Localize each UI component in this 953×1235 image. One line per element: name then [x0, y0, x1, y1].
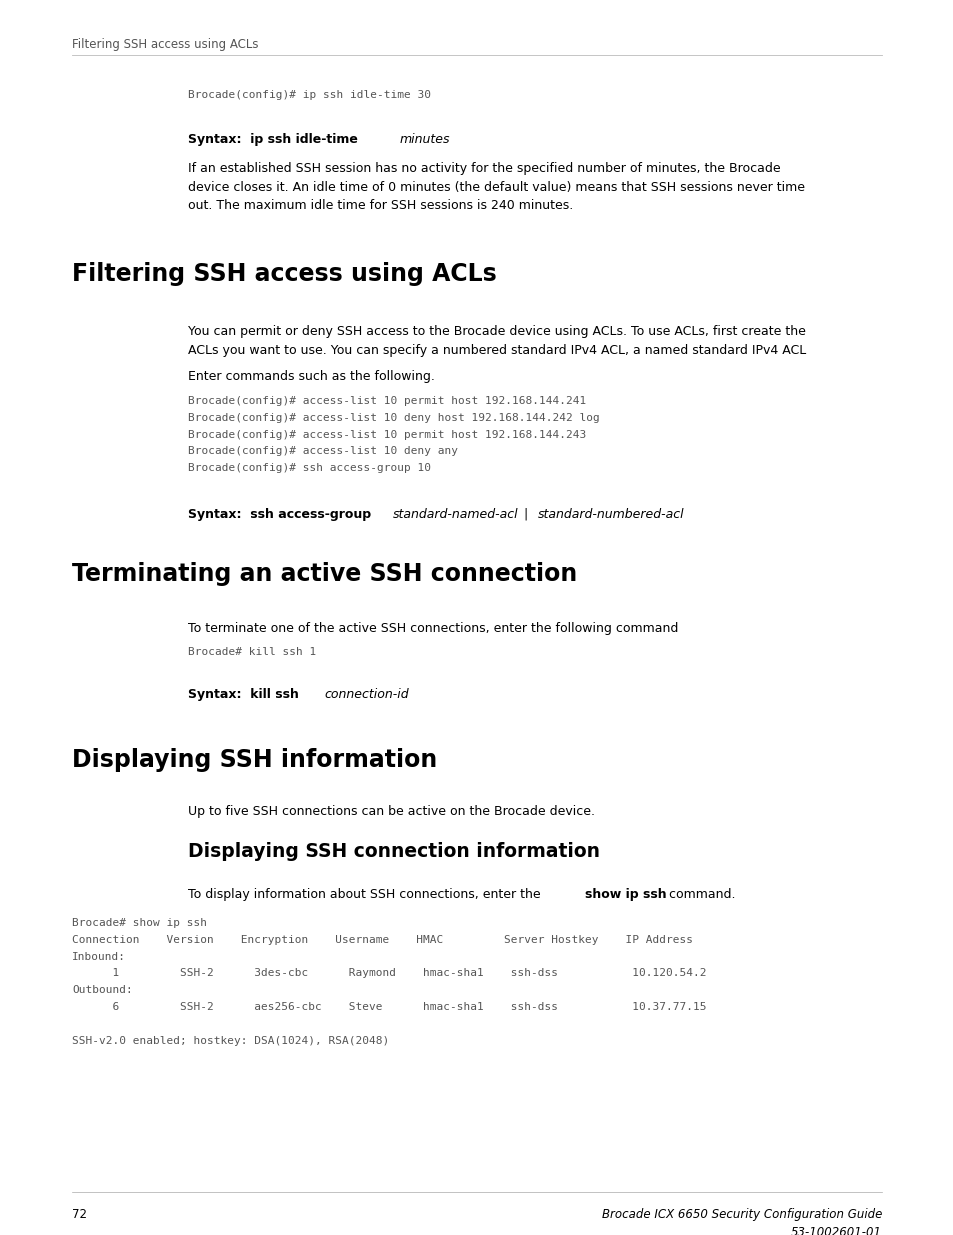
Text: minutes: minutes: [399, 133, 450, 146]
Text: Terminating an active SSH connection: Terminating an active SSH connection: [71, 562, 577, 585]
Text: Inbound:: Inbound:: [71, 952, 126, 962]
Text: Displaying SSH information: Displaying SSH information: [71, 748, 436, 772]
Text: Brocade# kill ssh 1: Brocade# kill ssh 1: [188, 647, 315, 657]
Text: Filtering SSH access using ACLs: Filtering SSH access using ACLs: [71, 262, 497, 287]
Text: 1         SSH-2      3des-cbc      Raymond    hmac-sha1    ssh-dss           10.: 1 SSH-2 3des-cbc Raymond hmac-sha1 ssh-d…: [71, 968, 706, 978]
Text: show ip ssh: show ip ssh: [584, 888, 666, 902]
Text: Connection    Version    Encryption    Username    HMAC         Server Hostkey  : Connection Version Encryption Username H…: [71, 935, 692, 945]
Text: |: |: [519, 508, 532, 521]
Text: ACLs you want to use. You can specify a numbered standard IPv4 ACL, a named stan: ACLs you want to use. You can specify a …: [188, 343, 805, 357]
Text: Enter commands such as the following.: Enter commands such as the following.: [188, 370, 435, 383]
Text: standard-numbered-acl: standard-numbered-acl: [537, 508, 684, 521]
Text: Brocade(config)# ip ssh idle-time 30: Brocade(config)# ip ssh idle-time 30: [188, 90, 431, 100]
Text: You can permit or deny SSH access to the Brocade device using ACLs. To use ACLs,: You can permit or deny SSH access to the…: [188, 325, 805, 338]
Text: Brocade(config)# access-list 10 deny host 192.168.144.242 log: Brocade(config)# access-list 10 deny hos…: [188, 412, 599, 422]
Text: Syntax:  ip ssh idle-time: Syntax: ip ssh idle-time: [188, 133, 357, 146]
Text: Displaying SSH connection information: Displaying SSH connection information: [188, 842, 599, 861]
Text: Syntax:  kill ssh: Syntax: kill ssh: [188, 688, 298, 701]
Text: Brocade(config)# ssh access-group 10: Brocade(config)# ssh access-group 10: [188, 463, 431, 473]
Text: device closes it. An idle time of 0 minutes (the default value) means that SSH s: device closes it. An idle time of 0 minu…: [188, 180, 804, 194]
Text: Syntax:  ssh access-group: Syntax: ssh access-group: [188, 508, 371, 521]
Text: Brocade# show ip ssh: Brocade# show ip ssh: [71, 918, 207, 927]
Text: SSH-v2.0 enabled; hostkey: DSA(1024), RSA(2048): SSH-v2.0 enabled; hostkey: DSA(1024), RS…: [71, 1036, 389, 1046]
Text: command.: command.: [664, 888, 735, 902]
Text: 53-1002601-01: 53-1002601-01: [790, 1226, 882, 1235]
Text: 72: 72: [71, 1208, 87, 1221]
Text: To terminate one of the active SSH connections, enter the following command: To terminate one of the active SSH conne…: [188, 622, 678, 635]
Text: 6         SSH-2      aes256-cbc    Steve      hmac-sha1    ssh-dss           10.: 6 SSH-2 aes256-cbc Steve hmac-sha1 ssh-d…: [71, 1002, 706, 1011]
Text: out. The maximum idle time for SSH sessions is 240 minutes.: out. The maximum idle time for SSH sessi…: [188, 199, 573, 212]
Text: standard-named-acl: standard-named-acl: [393, 508, 518, 521]
Text: connection-id: connection-id: [324, 688, 408, 701]
Text: To display information about SSH connections, enter the: To display information about SSH connect…: [188, 888, 544, 902]
Text: Brocade(config)# access-list 10 permit host 192.168.144.241: Brocade(config)# access-list 10 permit h…: [188, 396, 586, 406]
Text: Brocade(config)# access-list 10 permit host 192.168.144.243: Brocade(config)# access-list 10 permit h…: [188, 430, 586, 440]
Text: Brocade(config)# access-list 10 deny any: Brocade(config)# access-list 10 deny any: [188, 446, 457, 457]
Text: Filtering SSH access using ACLs: Filtering SSH access using ACLs: [71, 38, 258, 51]
Text: Outbound:: Outbound:: [71, 986, 132, 995]
Text: Brocade ICX 6650 Security Configuration Guide: Brocade ICX 6650 Security Configuration …: [601, 1208, 882, 1221]
Text: If an established SSH session has no activity for the specified number of minute: If an established SSH session has no act…: [188, 162, 780, 175]
Text: Up to five SSH connections can be active on the Brocade device.: Up to five SSH connections can be active…: [188, 805, 595, 818]
